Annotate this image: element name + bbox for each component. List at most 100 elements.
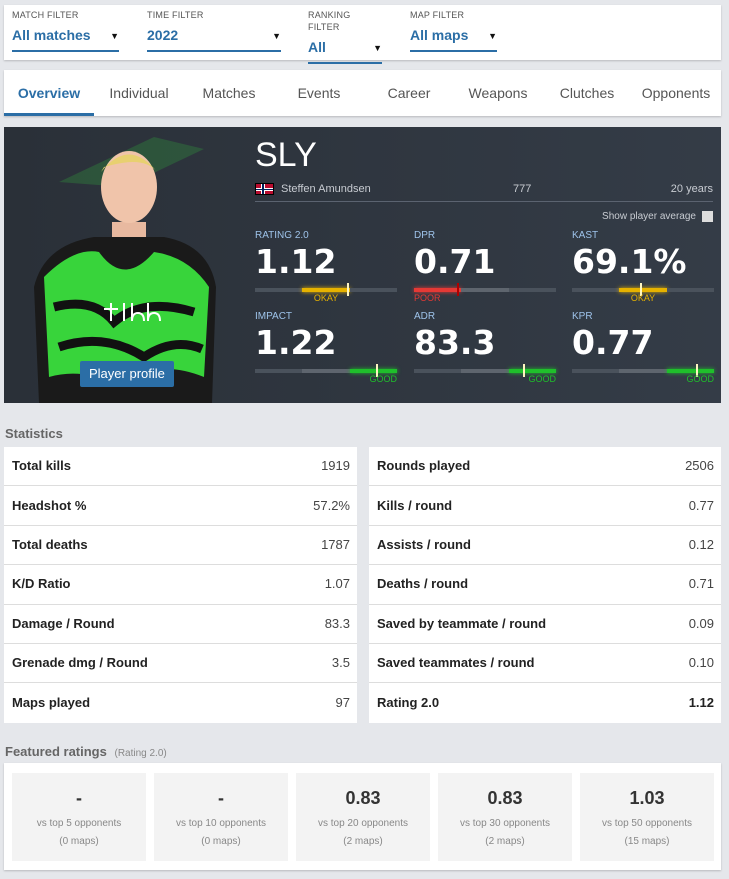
stat-value: 1.07 [324, 576, 350, 592]
stat-value: 83.3 [324, 615, 350, 631]
stat-label: KAST [572, 230, 599, 241]
stat-rating-2-0: RATING 2.0 1.12 OKAY [255, 230, 397, 303]
stat-name: K/D Ratio [12, 576, 71, 592]
tab-individual[interactable]: Individual [109, 85, 169, 101]
gauge-segment [619, 369, 667, 373]
stat-gauge: OKAY [255, 283, 397, 303]
table-row: Saved teammates / round 0.10 [369, 644, 721, 684]
filter-label: MAP FILTER [410, 10, 465, 20]
gauge-marker [523, 364, 526, 377]
stat-adr: ADR 83.3 GOOD [414, 311, 556, 384]
show-player-average-toggle[interactable]: Show player average [602, 210, 713, 223]
stat-dpr: DPR 0.71 POOR [414, 230, 556, 303]
rating-value: - [76, 788, 82, 808]
table-row: Assists / round 0.12 [369, 526, 721, 566]
player-age: 20 years [670, 183, 713, 195]
stat-grade: GOOD [528, 374, 556, 384]
table-row: Deaths / round 0.71 [369, 565, 721, 605]
rating-value: 0.83 [345, 788, 381, 808]
table-row: Damage / Round 83.3 [4, 605, 357, 644]
rating-maps: (2 maps) [485, 836, 525, 847]
match-filter-select[interactable]: All matches ▼ [12, 26, 119, 52]
rating-label: vs top 20 opponents [317, 818, 409, 829]
tab-events[interactable]: Events [297, 85, 341, 101]
stat-label: ADR [414, 311, 436, 322]
gauge-segment [349, 288, 397, 292]
stat-value: 3.5 [331, 655, 350, 671]
tab-opponents[interactable]: Opponents [641, 85, 711, 101]
table-row: Kills / round 0.77 [369, 486, 721, 526]
filter-value: All matches [12, 27, 91, 43]
stat-value: 57.2% [313, 497, 350, 513]
stat-grade: OKAY [630, 293, 656, 303]
stat-value: 2506 [685, 458, 714, 474]
tab-clutches[interactable]: Clutches [559, 85, 615, 101]
tab-matches[interactable]: Matches [202, 85, 256, 101]
tab-overview[interactable]: Overview [4, 70, 94, 116]
rating-maps: (2 maps) [343, 836, 383, 847]
stat-value: 97 [335, 695, 350, 711]
ranking-filter[interactable]: RANKING FILTER All ▼ [308, 9, 382, 64]
stat-gauge: GOOD [414, 364, 556, 384]
map-filter-select[interactable]: All maps ▼ [410, 26, 497, 52]
stat-name: Kills / round [377, 497, 453, 513]
player-number: 777 [513, 183, 532, 195]
stat-value: 0.71 [414, 242, 496, 281]
stat-gauge: OKAY [572, 283, 714, 303]
gauge-segment [461, 369, 509, 373]
table-row: Rating 2.0 1.12 [369, 683, 721, 722]
stat-name: Saved by teammate / round [377, 615, 547, 631]
gauge-segment [619, 288, 667, 292]
statistics-table-left: Total kills 1919 Headshot % 57.2% Total deat… [4, 447, 357, 723]
tab-career[interactable]: Career [387, 85, 431, 101]
gauge-segment [414, 369, 462, 373]
table-row: Rounds played 2506 [369, 447, 721, 487]
gauge-segment [572, 288, 620, 292]
stat-value: 0.77 [688, 497, 714, 513]
statistics-table-right: Rounds played 2506 Kills / round 0.77 Assist… [369, 447, 721, 723]
stat-label: KPR [572, 311, 593, 322]
rating-value: 0.83 [487, 788, 523, 808]
filter-value: All maps [410, 27, 469, 43]
stat-name: Total kills [12, 458, 71, 474]
caret-down-icon: ▼ [272, 31, 281, 41]
stat-value: 0.71 [688, 576, 714, 592]
caret-down-icon: ▼ [110, 31, 119, 41]
time-filter-select[interactable]: 2022 ▼ [147, 26, 281, 52]
stat-name: Saved teammates / round [377, 655, 535, 671]
stat-grade: OKAY [313, 293, 339, 303]
show-average-checkbox[interactable] [702, 211, 713, 222]
norway-flag-icon [255, 183, 274, 195]
stat-kast: KAST 69.1% OKAY [572, 230, 714, 303]
stat-value: 69.1% [572, 242, 687, 281]
gauge-segment [302, 369, 350, 373]
player-profile-button[interactable]: Player profile [80, 361, 174, 387]
table-row: Saved by teammate / round 0.09 [369, 605, 721, 644]
stat-value: 0.12 [688, 536, 714, 552]
gauge-segment [666, 288, 714, 292]
match-filter[interactable]: MATCH FILTER All matches ▼ [12, 9, 119, 52]
time-filter[interactable]: TIME FILTER 2022 ▼ [147, 9, 281, 52]
gauge-segment [349, 369, 397, 373]
rating-label: vs top 30 opponents [459, 818, 551, 829]
stat-value: 0.09 [688, 615, 714, 631]
gauge-marker [456, 283, 459, 296]
stat-label: IMPACT [255, 311, 293, 322]
map-filter[interactable]: MAP FILTER All maps ▼ [410, 9, 497, 52]
stat-label: DPR [414, 230, 436, 241]
featured-rating-card: 1.03 vs top 50 opponents (15 maps) [580, 773, 714, 861]
caret-down-icon: ▼ [373, 43, 382, 53]
gauge-segment [255, 369, 303, 373]
rating-maps: (0 maps) [201, 836, 241, 847]
stat-name: Assists / round [377, 536, 471, 552]
gauge-segment [302, 288, 350, 292]
featured-ratings: - vs top 5 opponents (0 maps) - vs top 10 op… [4, 763, 721, 870]
table-row: Total kills 1919 [4, 447, 357, 487]
stat-grade: POOR [414, 293, 441, 303]
ranking-filter-select[interactable]: All ▼ [308, 38, 382, 64]
gauge-segment [572, 369, 620, 373]
stat-grade: GOOD [369, 374, 397, 384]
gauge-segment [508, 369, 556, 373]
stat-gauge: GOOD [255, 364, 397, 384]
tab-weapons[interactable]: Weapons [468, 85, 528, 101]
